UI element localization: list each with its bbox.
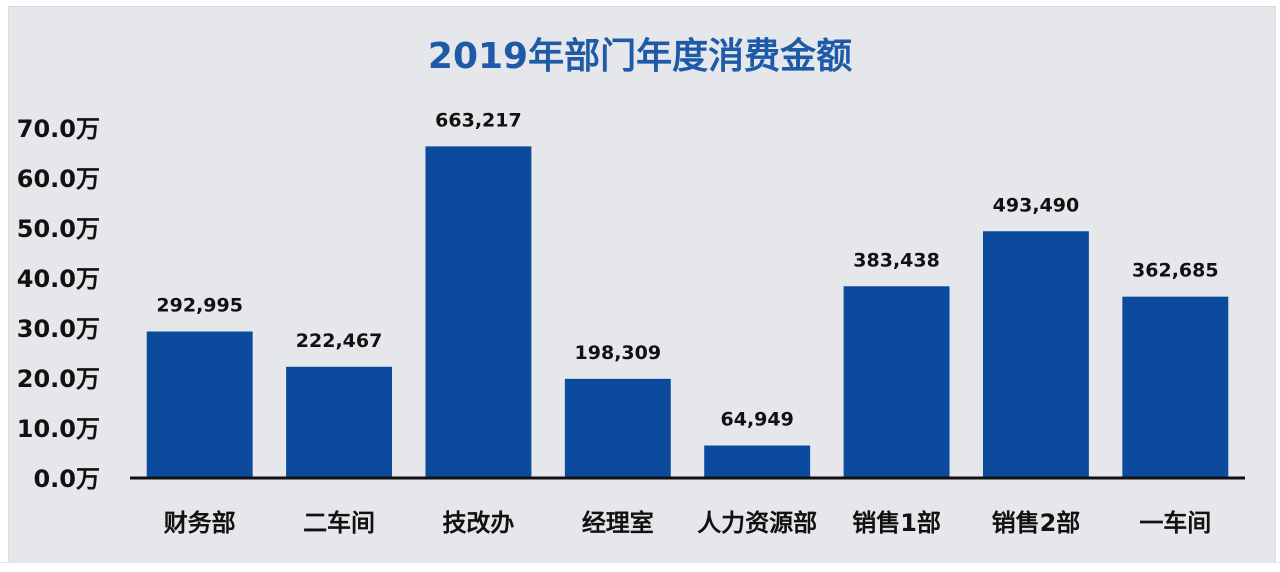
data-label: 383,438: [853, 249, 940, 271]
y-tick-label: 20.0万: [17, 365, 100, 393]
bar: [843, 286, 950, 478]
data-label: 362,685: [1132, 260, 1219, 282]
y-axis-ticks: 0.0万 10.0万 20.0万 30.0万 40.0万 50.0万 60.0万 70.0万: [17, 115, 100, 493]
bar: [1122, 296, 1229, 478]
y-tick-label: 0.0万: [33, 465, 100, 493]
y-tick-label: 50.0万: [17, 215, 100, 243]
x-tick-label: 财务部: [164, 509, 236, 537]
chart-title: 2019年部门年度消费金额: [428, 35, 852, 77]
y-tick-label: 40.0万: [17, 265, 100, 293]
data-label: 493,490: [993, 194, 1080, 216]
bar: [564, 378, 671, 478]
x-tick-label: 销售1部: [852, 509, 941, 537]
x-tick-label: 销售2部: [992, 509, 1081, 537]
data-labels: 292,995 222,467 663,217 198,309 64,949 383,43…: [156, 109, 1218, 430]
bar: [425, 146, 532, 479]
bar: [286, 366, 393, 478]
x-tick-label: 二车间: [303, 509, 375, 537]
bar: [704, 445, 811, 478]
x-tick-label: 技改办: [442, 509, 514, 537]
data-label: 64,949: [721, 409, 794, 431]
data-label: 663,217: [435, 109, 522, 131]
y-tick-label: 10.0万: [17, 415, 100, 443]
data-label: 222,467: [296, 330, 383, 352]
y-tick-label: 70.0万: [17, 115, 100, 143]
bars: [146, 146, 1229, 479]
x-tick-label: 经理室: [582, 509, 654, 537]
data-label: 198,309: [575, 342, 662, 364]
x-axis-ticks: 财务部 二车间 技改办 经理室 人力资源部 销售1部 销售2部 一车间: [164, 509, 1212, 537]
bar: [982, 231, 1089, 478]
x-tick-label: 一车间: [1139, 509, 1211, 537]
bottom-strip: [0, 562, 1280, 572]
x-tick-label: 人力资源部: [697, 509, 817, 537]
bar: [146, 331, 253, 478]
data-label: 292,995: [156, 295, 243, 317]
y-tick-label: 30.0万: [17, 315, 100, 343]
y-tick-label: 60.0万: [17, 165, 100, 193]
